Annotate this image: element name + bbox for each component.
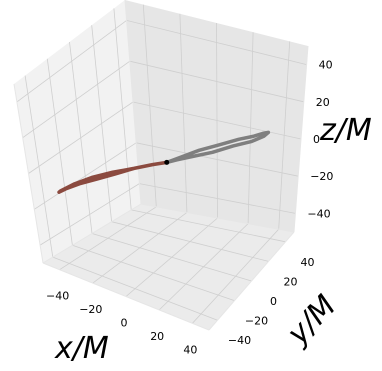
series-line-2 bbox=[57, 160, 169, 194]
y-tick-label: −20 bbox=[245, 315, 268, 328]
grid-line bbox=[91, 233, 252, 282]
x-tick-label: −40 bbox=[46, 290, 69, 303]
z-axis-label: z/M bbox=[319, 113, 372, 148]
y-tick-label: 0 bbox=[270, 295, 277, 308]
y-tick-label: 20 bbox=[284, 275, 298, 288]
grid-line bbox=[113, 8, 132, 210]
pane-edge bbox=[208, 231, 295, 331]
y-tick-label: 40 bbox=[301, 256, 315, 269]
pane-edge bbox=[42, 203, 142, 264]
grid-line bbox=[278, 41, 291, 230]
pane-edge bbox=[13, 83, 44, 264]
grid-line bbox=[132, 101, 302, 140]
pane-edge bbox=[140, 203, 295, 233]
y-axis-label: y/M bbox=[280, 288, 343, 352]
grid-line bbox=[91, 25, 112, 222]
x-axis-label: x/M bbox=[54, 331, 109, 366]
z-tick-label: 0 bbox=[313, 133, 320, 146]
grid-line bbox=[22, 60, 131, 139]
x-tick-label: 20 bbox=[150, 330, 164, 343]
grid-line bbox=[131, 209, 286, 243]
grid-line bbox=[129, 60, 304, 103]
grid-line bbox=[111, 221, 269, 262]
pane-edge bbox=[42, 262, 210, 331]
grid-line bbox=[158, 223, 249, 311]
pane-edge bbox=[293, 45, 309, 233]
z-tick-label: 40 bbox=[319, 59, 333, 72]
grid-line bbox=[247, 32, 254, 224]
z-tick-label: −40 bbox=[307, 207, 330, 220]
pane-edge bbox=[124, 0, 142, 205]
grid-line bbox=[16, 20, 127, 103]
floor-pane bbox=[43, 204, 294, 330]
x-tick-label: 40 bbox=[183, 343, 197, 356]
z-tick-label: 20 bbox=[316, 96, 330, 109]
grid-line bbox=[28, 101, 134, 174]
pane-edges bbox=[13, 0, 309, 331]
z-tick-label: −20 bbox=[310, 170, 333, 183]
y-tick-label: −40 bbox=[228, 334, 251, 347]
grid-line bbox=[126, 20, 307, 65]
x-tick-label: −20 bbox=[79, 303, 102, 316]
grid-line bbox=[192, 228, 279, 324]
back-pane-right bbox=[125, 0, 308, 232]
x-tick-label: 0 bbox=[121, 317, 128, 330]
grid-lines bbox=[16, 4, 307, 324]
series-group bbox=[57, 130, 271, 194]
origin-marker bbox=[164, 159, 170, 165]
series-line-1 bbox=[165, 130, 271, 165]
